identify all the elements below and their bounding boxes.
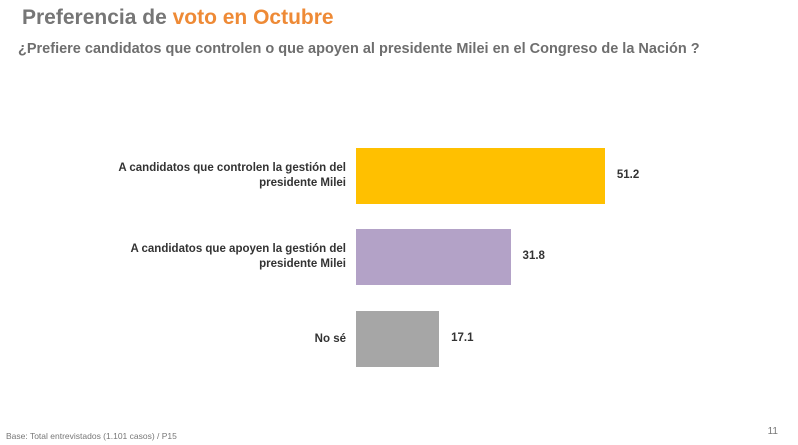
bar <box>356 148 605 204</box>
footnote-base: Base: Total entrevistados (1.101 casos) … <box>6 431 177 441</box>
value-label: 31.8 <box>522 250 545 262</box>
title-accent: voto en Octubre <box>172 6 334 29</box>
page-title: Preferencia de voto en Octubre <box>22 6 334 30</box>
value-label: 17.1 <box>451 332 474 344</box>
category-label: A candidatos que controlen la gestión de… <box>118 162 346 189</box>
category-label: No sé <box>314 332 346 345</box>
page-number: 11 <box>767 426 778 437</box>
title-part1: Preferencia de <box>22 6 173 29</box>
value-label: 51.2 <box>616 169 640 181</box>
bar <box>356 229 511 285</box>
bar <box>356 311 440 367</box>
question-subtitle: ¿Prefiere candidatos que controlen o que… <box>18 41 700 57</box>
category-label: A candidatos que apoyen la gestión del p… <box>130 243 346 270</box>
